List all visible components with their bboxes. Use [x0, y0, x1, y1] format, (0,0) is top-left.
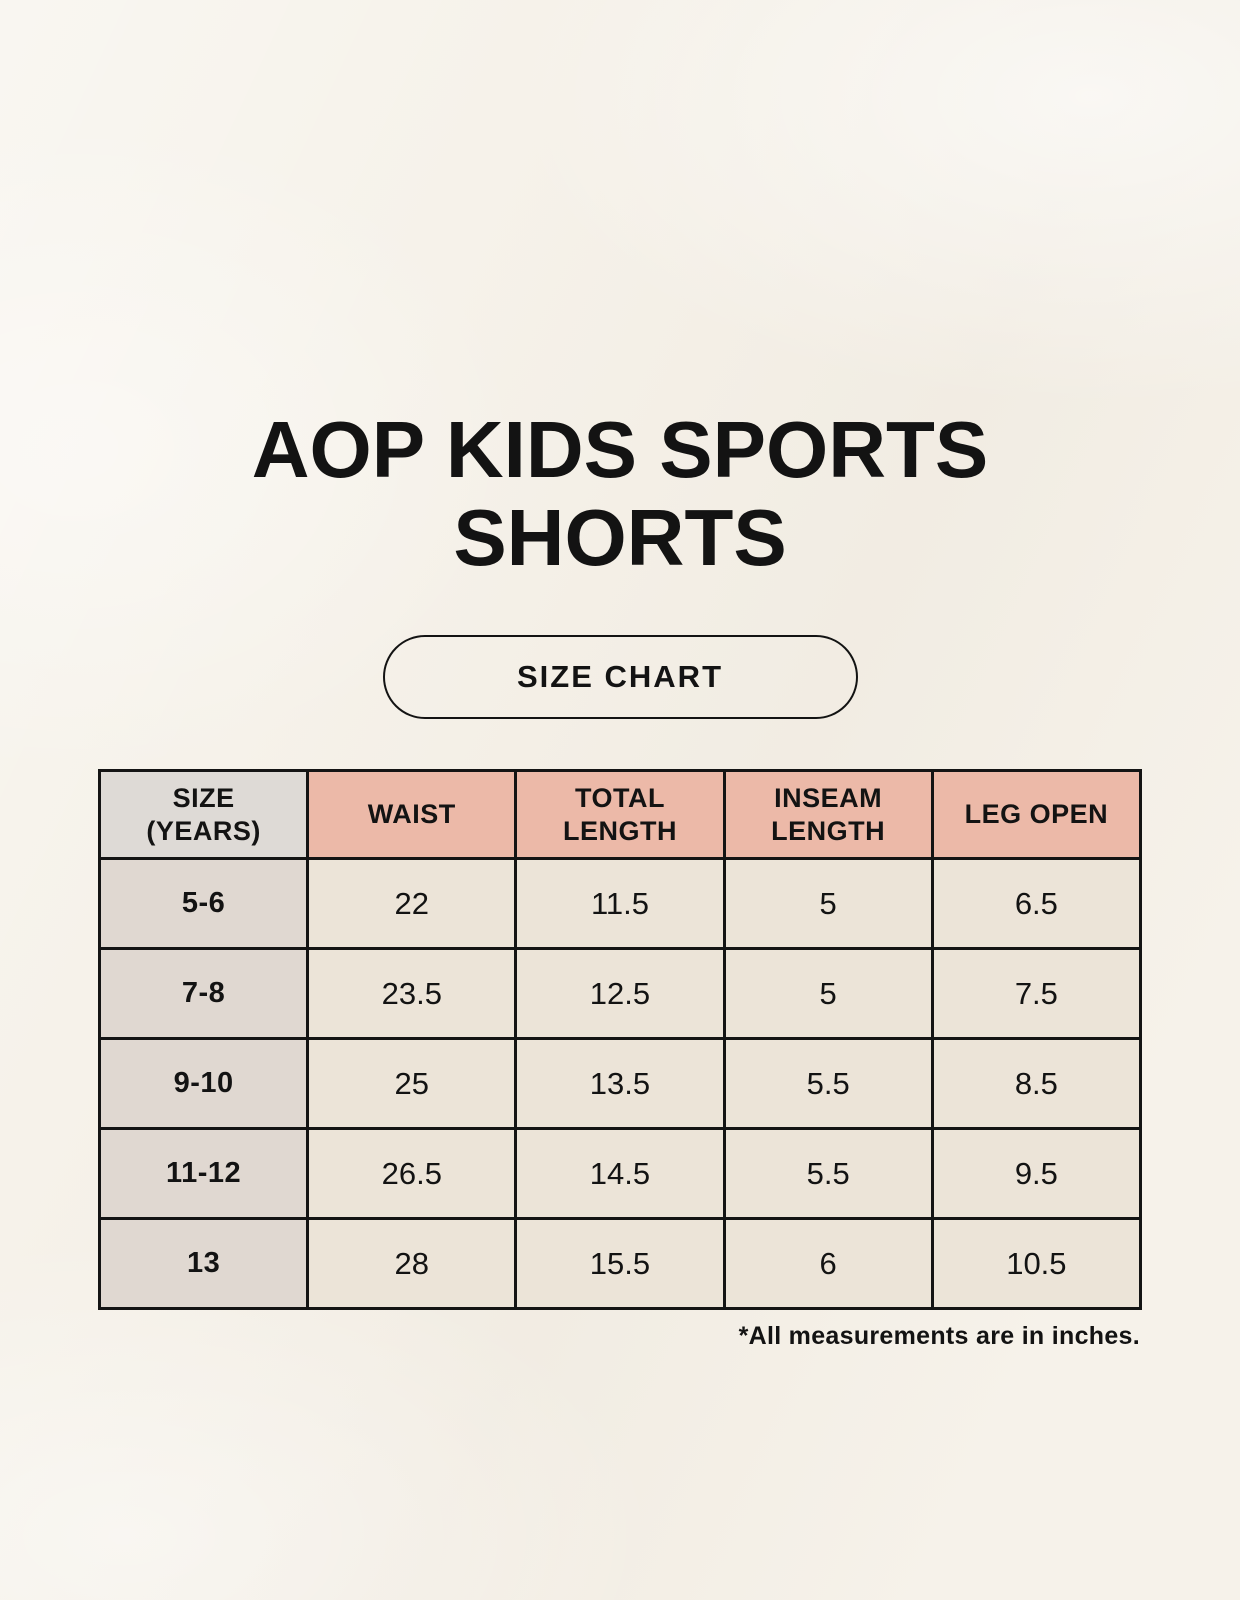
inseam-length-cell: 5 — [722, 947, 934, 1041]
table-row: 7-8 23.5 12.5 5 7.5 — [97, 947, 1143, 1041]
leg-open-cell: 7.5 — [930, 947, 1143, 1041]
page-title: AOP KIDS SPORTS SHORTS — [0, 404, 1240, 582]
total-length-cell: 12.5 — [514, 947, 726, 1041]
page-title-line-2: SHORTS — [453, 492, 787, 582]
table-row: 5-6 22 11.5 5 6.5 — [97, 857, 1143, 951]
column-header-total-length: TOTAL LENGTH — [514, 769, 726, 861]
size-label-cell: 7-8 — [97, 947, 310, 1041]
waist-cell: 23.5 — [306, 947, 518, 1041]
column-header-inseam-length: INSEAM LENGTH — [722, 769, 934, 861]
size-label-cell: 11-12 — [97, 1127, 310, 1221]
size-chart-badge-label: SIZE CHART — [517, 659, 723, 695]
total-length-cell: 11.5 — [514, 857, 726, 951]
column-header-waist: WAIST — [306, 769, 518, 861]
size-label-cell: 9-10 — [97, 1037, 310, 1131]
waist-cell: 25 — [306, 1037, 518, 1131]
size-label-cell: 5-6 — [97, 857, 310, 951]
measurements-footnote: *All measurements are in inches. — [738, 1322, 1140, 1351]
table-row: 13 28 15.5 6 10.5 — [97, 1217, 1143, 1311]
leg-open-cell: 8.5 — [930, 1037, 1143, 1131]
table-row: 11-12 26.5 14.5 5.5 9.5 — [97, 1127, 1143, 1221]
leg-open-cell: 9.5 — [930, 1127, 1143, 1221]
size-table-body: 5-6 22 11.5 5 6.5 7-8 23.5 12.5 5 7.5 9-… — [97, 857, 1143, 1311]
header-row: SIZE (YEARS) WAIST TOTAL LENGTH INSEAM L… — [97, 769, 1143, 861]
inseam-length-cell: 5 — [722, 857, 934, 951]
inseam-length-cell: 5.5 — [722, 1037, 934, 1131]
waist-cell: 28 — [306, 1217, 518, 1311]
total-length-cell: 15.5 — [514, 1217, 726, 1311]
size-label-cell: 13 — [97, 1217, 310, 1311]
page-title-line-1: AOP KIDS SPORTS — [251, 404, 989, 494]
table-row: 9-10 25 13.5 5.5 8.5 — [97, 1037, 1143, 1131]
size-table: SIZE (YEARS) WAIST TOTAL LENGTH INSEAM L… — [97, 769, 1143, 1311]
column-header-size-years: SIZE (YEARS) — [97, 769, 310, 861]
inseam-length-cell: 6 — [722, 1217, 934, 1311]
size-chart-badge: SIZE CHART — [382, 635, 858, 720]
total-length-cell: 14.5 — [514, 1127, 726, 1221]
leg-open-cell: 10.5 — [930, 1217, 1143, 1311]
waist-cell: 26.5 — [306, 1127, 518, 1221]
waist-cell: 22 — [306, 857, 518, 951]
leg-open-cell: 6.5 — [930, 857, 1143, 951]
total-length-cell: 13.5 — [514, 1037, 726, 1131]
column-header-leg-open: LEG OPEN — [930, 769, 1143, 861]
inseam-length-cell: 5.5 — [722, 1127, 934, 1221]
size-table-header: SIZE (YEARS) WAIST TOTAL LENGTH INSEAM L… — [97, 769, 1143, 861]
